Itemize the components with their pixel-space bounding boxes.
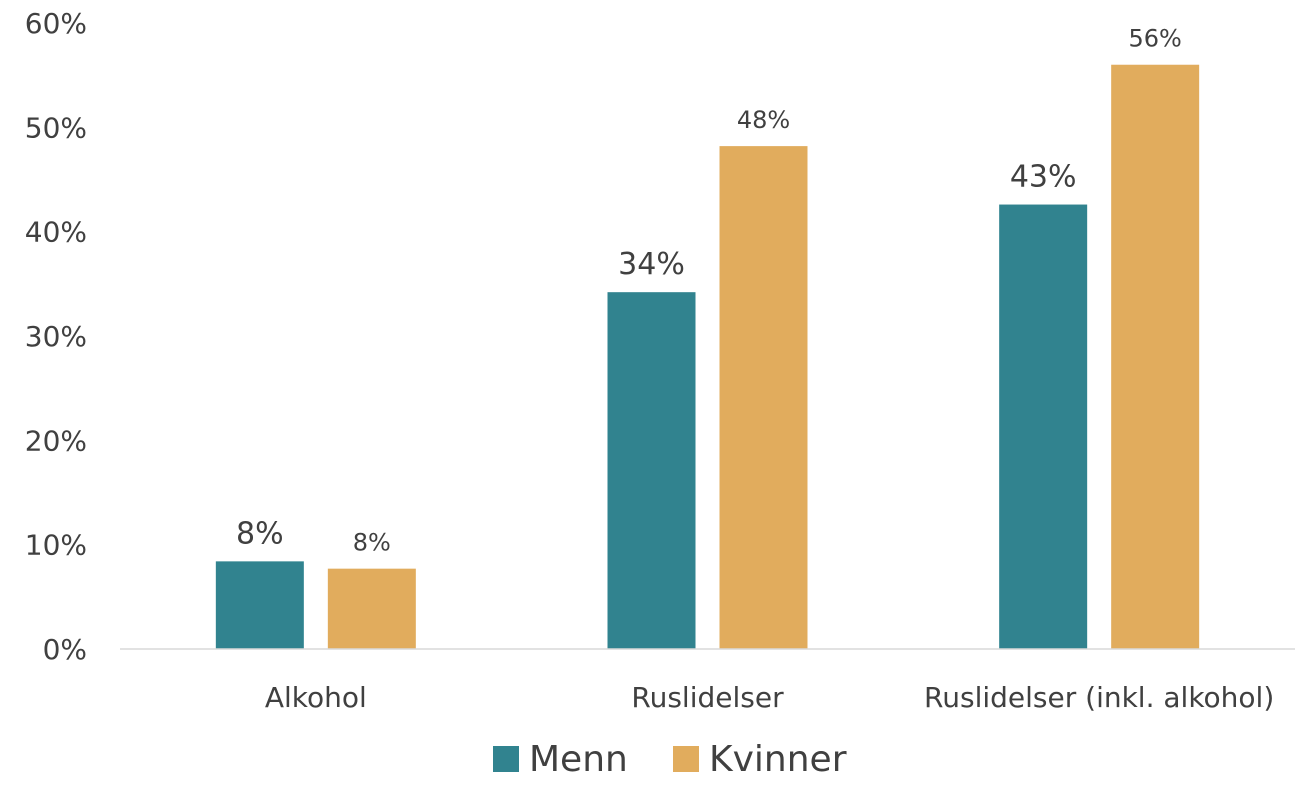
data-label: 48%	[737, 106, 790, 134]
data-label: 56%	[1128, 25, 1181, 53]
bar-kvinner-2	[1111, 64, 1200, 649]
x-axis: Alkohol Ruslidelser Ruslidelser (inkl. alk…	[265, 681, 1274, 714]
legend-swatch-menn	[493, 746, 519, 772]
bars	[215, 64, 1200, 650]
y-tick-label: 40%	[25, 216, 87, 249]
legend-label-menn: Menn	[529, 739, 628, 780]
bar-kvinner-1	[719, 146, 808, 649]
x-tick-label: Ruslidelser	[631, 681, 784, 714]
y-tick-label: 20%	[25, 424, 87, 457]
x-tick-label: Alkohol	[265, 681, 367, 714]
legend-swatch-kvinner	[673, 746, 699, 772]
y-tick-label: 50%	[25, 111, 87, 144]
y-tick-label: 60%	[25, 7, 87, 40]
data-label: 34%	[618, 247, 685, 282]
x-tick-label: Ruslidelser (inkl. alkohol)	[924, 681, 1274, 714]
legend-label-kvinner: Kvinner	[709, 739, 847, 780]
data-label: 8%	[236, 516, 284, 551]
bar-menn-2	[999, 204, 1088, 650]
bar-kvinner-0	[327, 568, 416, 649]
data-labels: 8% 8% 34% 48% 43% 56%	[236, 25, 1182, 557]
y-axis: 0% 10% 20% 30% 40% 50% 60%	[25, 7, 87, 666]
data-label: 8%	[353, 529, 391, 557]
legend: Menn Kvinner	[493, 739, 847, 780]
bar-menn-1	[607, 292, 696, 649]
y-tick-label: 30%	[25, 320, 87, 353]
data-label: 43%	[1010, 160, 1077, 195]
y-tick-label: 10%	[25, 529, 87, 562]
bar-menn-0	[215, 561, 304, 649]
y-tick-label: 0%	[43, 633, 87, 666]
